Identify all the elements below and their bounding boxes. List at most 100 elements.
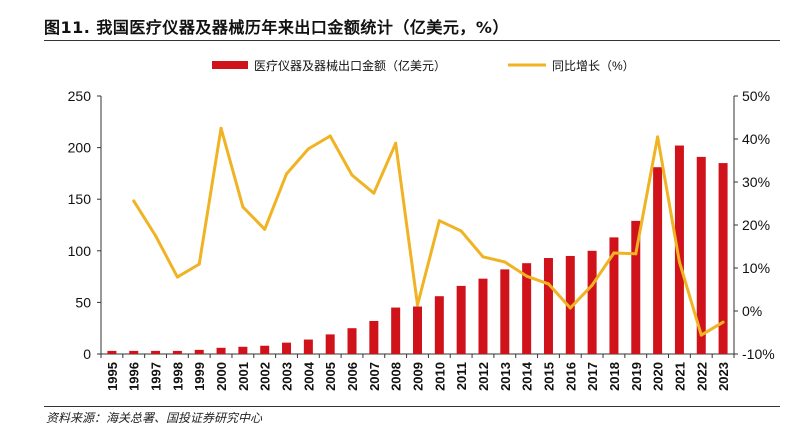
growth-point-2013 [503,260,507,264]
x-tick-label: 2021 [672,362,687,391]
right-tick-label: 50% [742,88,770,104]
x-tick-label: 2020 [651,362,666,391]
bar-2018 [609,237,619,354]
bar-2000 [216,347,226,354]
growth-point-2010 [437,219,441,223]
left-tick-label: 50 [75,294,91,310]
bar-1999 [194,349,204,354]
x-tick-label: 2018 [607,362,622,391]
left-tick-label: 150 [68,191,92,207]
x-tick-label: 2013 [498,362,513,391]
growth-point-2003 [285,172,289,176]
x-tick-label: 2019 [629,362,644,391]
x-tick-label: 2000 [214,362,229,391]
bar-2013 [500,269,510,354]
growth-point-2021 [677,260,681,264]
x-tick-label: 2002 [258,362,273,391]
bar-2007 [369,320,379,354]
bar-2001 [238,346,248,354]
bar-2021 [674,145,684,354]
right-tick-label: 0% [742,303,762,319]
chart-title: 图11. 我国医疗仪器及器械历年来出口金额统计（亿美元，%） [44,18,509,37]
growth-point-1997 [154,234,158,238]
right-tick-label: -10% [742,346,775,362]
growth-point-2001 [241,205,245,209]
x-tick-label: 2005 [323,362,338,391]
growth-line [132,126,724,337]
x-tick-label: 2010 [432,362,447,391]
bar-2020 [653,167,663,354]
right-tick-label: 20% [742,217,770,233]
growth-point-2023 [721,320,725,324]
legend-line-label: 同比增长（%） [552,59,635,73]
growth-point-2011 [459,229,463,233]
growth-point-2008 [394,141,398,145]
bar-2002 [260,345,270,354]
growth-point-2012 [481,255,485,259]
x-tick-label: 2007 [367,362,382,391]
x-tick-label: 1997 [149,362,164,391]
growth-point-2000 [219,126,223,130]
growth-point-2022 [699,333,703,337]
legend-bar-label: 医疗仪器及器械出口金额（亿美元） [254,58,446,73]
growth-point-2002 [263,227,267,231]
bar-2019 [631,220,641,354]
right-tick-label: 40% [742,131,770,147]
right-tick-label: 30% [742,174,770,190]
bar-1995 [107,350,117,354]
x-tick-label: 1999 [192,362,207,391]
growth-point-2019 [634,252,638,256]
growth-point-1996 [132,199,136,203]
growth-point-2007 [372,191,376,195]
growth-point-2006 [350,173,354,177]
growth-point-2016 [568,306,572,310]
x-tick-label: 2006 [345,362,360,391]
growth-point-2018 [612,251,616,255]
left-tick-label: 250 [68,88,92,104]
left-tick-label: 100 [68,243,92,259]
bar-2017 [587,250,597,354]
x-tick-label: 2016 [563,362,578,391]
x-tick-label: 2009 [411,362,426,391]
bar-1998 [172,350,182,354]
x-tick-label: 2014 [520,361,535,391]
growth-point-2020 [656,135,660,139]
x-tick-label: 2011 [454,362,469,390]
x-tick-label: 2023 [716,362,731,391]
bar-1997 [151,350,161,354]
bar-2004 [303,339,313,354]
bar-2006 [347,328,357,354]
x-tick-label: 2012 [476,362,491,391]
growth-point-2009 [416,303,419,307]
growth-point-1999 [197,262,201,266]
left-tick-label: 200 [68,140,92,156]
source-divider [44,406,780,407]
growth-point-1998 [175,275,179,279]
bar-2011 [456,285,466,354]
bar-2008 [391,307,401,354]
title-divider [44,40,780,41]
x-tick-label: 2001 [236,362,251,391]
bar-2003 [282,342,292,354]
bar-2022 [696,156,706,354]
x-tick-label: 2015 [541,362,556,391]
x-tick-label: 1998 [170,362,185,391]
growth-point-2015 [546,282,550,286]
bar-2012 [478,278,488,354]
bar-1996 [129,350,139,354]
bar-2005 [325,334,335,354]
bar-2015 [543,258,553,354]
legend-bar-swatch [212,61,248,69]
left-tick-label: 0 [83,346,91,362]
x-tick-label: 2008 [389,362,404,391]
bar-2016 [565,255,575,354]
growth-point-2004 [306,147,310,151]
bar-2009 [413,306,422,354]
x-tick-label: 1996 [127,362,142,391]
bar-2023 [718,163,728,354]
x-tick-label: 2004 [301,361,316,391]
source-note: 资料来源：海关总署、国投证券研究中心 [46,411,263,425]
right-tick-label: 10% [742,260,770,276]
x-tick-label: 2017 [585,362,600,391]
